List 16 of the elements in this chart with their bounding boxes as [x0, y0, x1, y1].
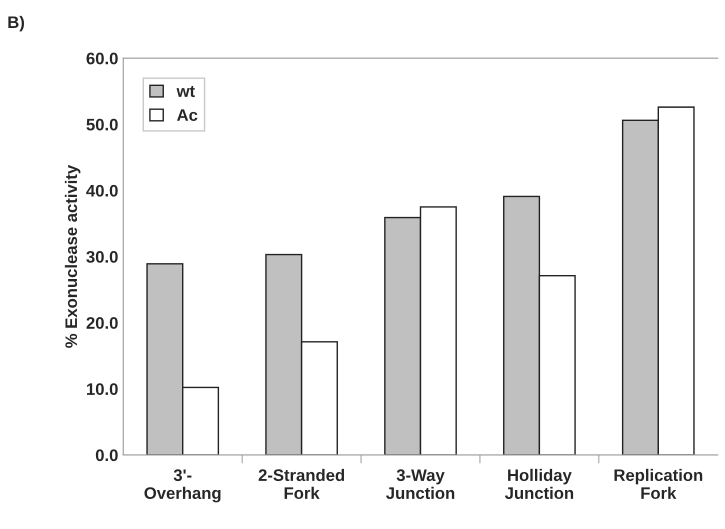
- y-tick-label: 50.0: [86, 118, 118, 131]
- x-tick-label: Replication Fork: [614, 468, 702, 500]
- y-tick-label: 0.0: [96, 449, 118, 462]
- y-tick-label: 40.0: [86, 184, 118, 197]
- chart-title: B): [8, 16, 24, 32]
- legend-label: wt: [176, 86, 195, 98]
- x-tick-label: 3-Way Junction: [386, 469, 454, 500]
- x-tick-label: 3'- Overhang: [144, 469, 220, 502]
- legend-label: Ac: [176, 109, 198, 121]
- x-tick-label: Holliday Junction: [504, 468, 574, 500]
- y-tick-label: 10.0: [87, 383, 118, 396]
- y-axis-title: % Exonuclease activity: [64, 164, 80, 348]
- y-tick-label: 20.0: [86, 317, 118, 329]
- y-tick-label: 30.0: [86, 250, 118, 263]
- x-tick-label: 2-Stranded Fork: [258, 468, 344, 500]
- y-tick-label: 60.0: [86, 52, 118, 64]
